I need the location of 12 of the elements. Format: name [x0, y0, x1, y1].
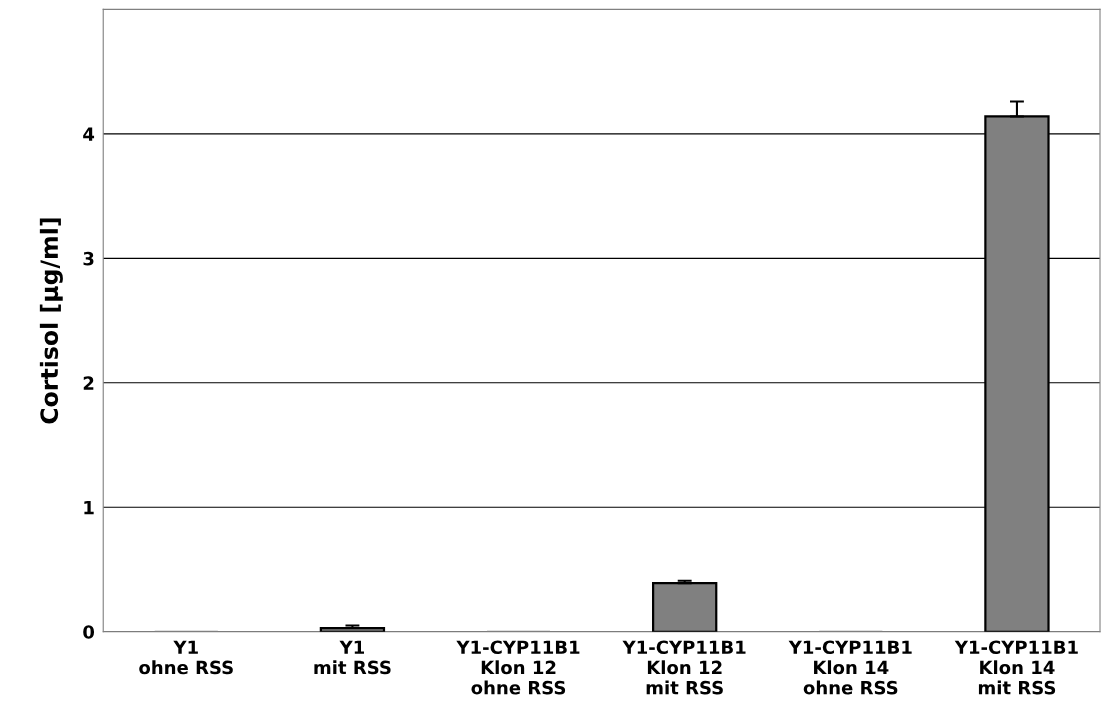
x-tick-label: Y1-CYP11B1 Klon 12 mit RSS: [622, 640, 746, 695]
y-tick-label: 4: [83, 127, 95, 141]
y-tick-label: 0: [83, 625, 95, 639]
y-axis-title: Cortisol [µg/ml]: [39, 218, 63, 424]
x-tick-label: Y1-CYP11B1 Klon 14 mit RSS: [954, 640, 1078, 695]
x-tick-label: Y1-CYP11B1 Klon 14 ohne RSS: [788, 640, 912, 695]
x-tick-label: Y1 ohne RSS: [139, 640, 233, 675]
x-tick-label: Y1 mit RSS: [314, 640, 391, 675]
y-tick-label: 3: [83, 251, 94, 266]
y-tick-label: 2: [83, 376, 94, 390]
y-tick-label: 1: [84, 500, 94, 515]
x-tick-label: Y1-CYP11B1 Klon 12 ohne RSS: [456, 640, 580, 695]
